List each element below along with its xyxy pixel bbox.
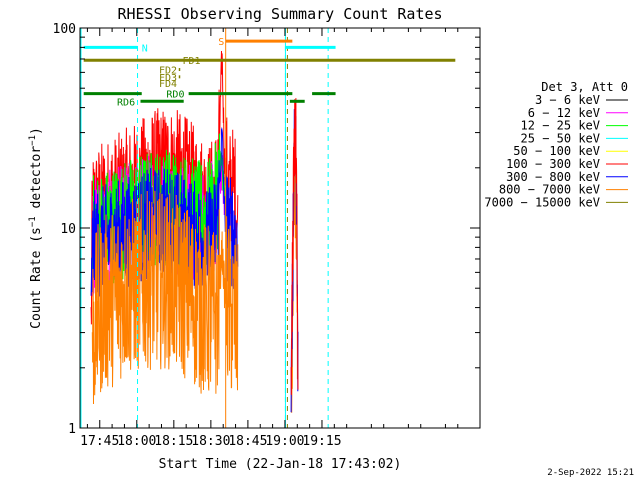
footer-date: 2-Sep-2022 15:21 [547,468,634,478]
x-tick-label: 19:15 [302,434,341,449]
state-bar-label: RD0 [166,90,184,101]
y-label-superscript: −1 [28,216,38,227]
state-bar-label: FD1 [182,56,200,67]
legend-entry-label: 100 − 300 keV [506,157,600,171]
legend-entry-label: 25 − 50 keV [521,131,600,145]
state-bar-label: FD4 [159,79,177,90]
x-axis-label: Start Time (22-Jan-18 17:43:02) [159,457,402,472]
legend-entry-label: 7000 − 15000 keV [484,195,600,209]
y-label-superscript: −1 [28,135,38,146]
state-bar-label: RD6 [117,97,135,108]
x-tick-label: 17:45 [80,434,119,449]
y-tick-label: 100 [53,22,76,37]
y-tick-label: 10 [60,222,76,237]
x-tick-label: 19:00 [265,434,304,449]
plot-area [80,28,456,428]
y-label-text: detector [29,146,44,217]
state-bar-label: FD3 [159,73,177,84]
legend-entry-label: 50 − 100 keV [513,144,600,158]
state-bar-label: N [142,43,148,54]
legend-entry-label: 12 − 25 keV [521,119,600,133]
chart-title: RHESSI Observing Summary Count Rates [117,5,442,23]
x-tick-label: 18:45 [228,434,267,449]
y-label-text: ) [29,127,44,135]
y-tick-label: 1 [68,422,76,437]
x-tick-label: 18:30 [191,434,230,449]
series-line [91,190,239,405]
state-bar-label: FD2 [159,66,177,77]
legend-title: Det 3, Att 0 [541,80,628,94]
legend-entry-label: 3 − 6 keV [535,93,600,107]
burst-line [290,98,299,395]
y-label-text: Count Rate (s [29,227,44,329]
legend-entry-label: 300 − 800 keV [506,170,600,184]
x-tick-label: 18:00 [117,434,156,449]
state-bar-label: S [218,37,224,48]
y-axis-label: Count Rate (s−1 detector−1) [28,127,44,329]
legend-entry-label: 800 − 7000 keV [499,183,600,197]
x-tick-label: 18:15 [154,434,193,449]
legend-entry-label: 6 − 12 keV [528,106,600,120]
